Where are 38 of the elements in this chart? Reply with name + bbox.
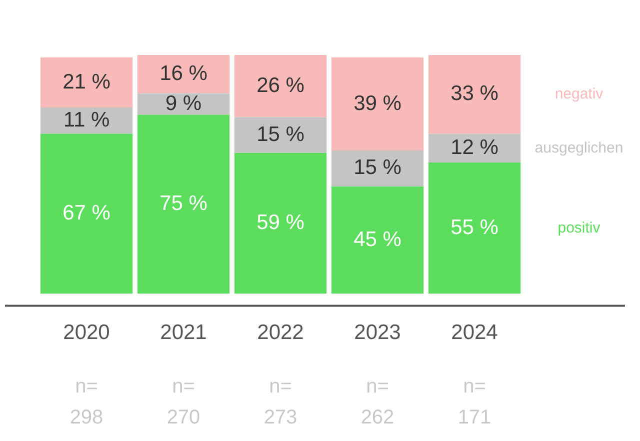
series-label: ausgeglichen: [534, 139, 624, 156]
data-label: 15 %: [354, 156, 402, 180]
bar: [40, 57, 133, 108]
bar: [137, 114, 230, 294]
bar: [428, 55, 521, 134]
bar: [331, 150, 424, 186]
bar: [137, 93, 230, 115]
bar: [428, 162, 521, 294]
bar: [234, 117, 327, 153]
x-tick-label: 2021: [160, 321, 207, 344]
data-label: 59 %: [256, 211, 304, 234]
bar: [40, 134, 133, 294]
x-tick-label: 2023: [354, 321, 401, 344]
bar: [234, 152, 327, 294]
x-tick-label: 2020: [63, 321, 110, 344]
data-label: 26 %: [256, 74, 304, 97]
data-label: 55 %: [450, 216, 498, 239]
bar: [137, 55, 230, 94]
bar: [428, 134, 521, 162]
data-label: 9 %: [165, 92, 202, 115]
data-label: 15 %: [256, 122, 304, 146]
bar: [331, 186, 424, 294]
text: negativ: [554, 86, 604, 103]
x-tick-label: 2022: [257, 321, 304, 344]
data-label: 75 %: [160, 192, 208, 216]
bar: [331, 57, 424, 151]
data-label: 67 %: [62, 202, 110, 225]
x-tick-label: 2024: [451, 321, 498, 344]
data-label: 39 %: [354, 92, 402, 115]
data-label: 45 %: [354, 228, 402, 251]
data-label: 11 %: [63, 108, 110, 132]
data-label: 12 %: [450, 136, 498, 159]
data-label: 33 %: [450, 82, 498, 106]
bar: [234, 55, 327, 118]
data-label: 16 %: [160, 62, 208, 85]
bar: [40, 108, 133, 134]
data-label: 21 %: [62, 70, 110, 94]
text: positiv: [558, 219, 601, 236]
